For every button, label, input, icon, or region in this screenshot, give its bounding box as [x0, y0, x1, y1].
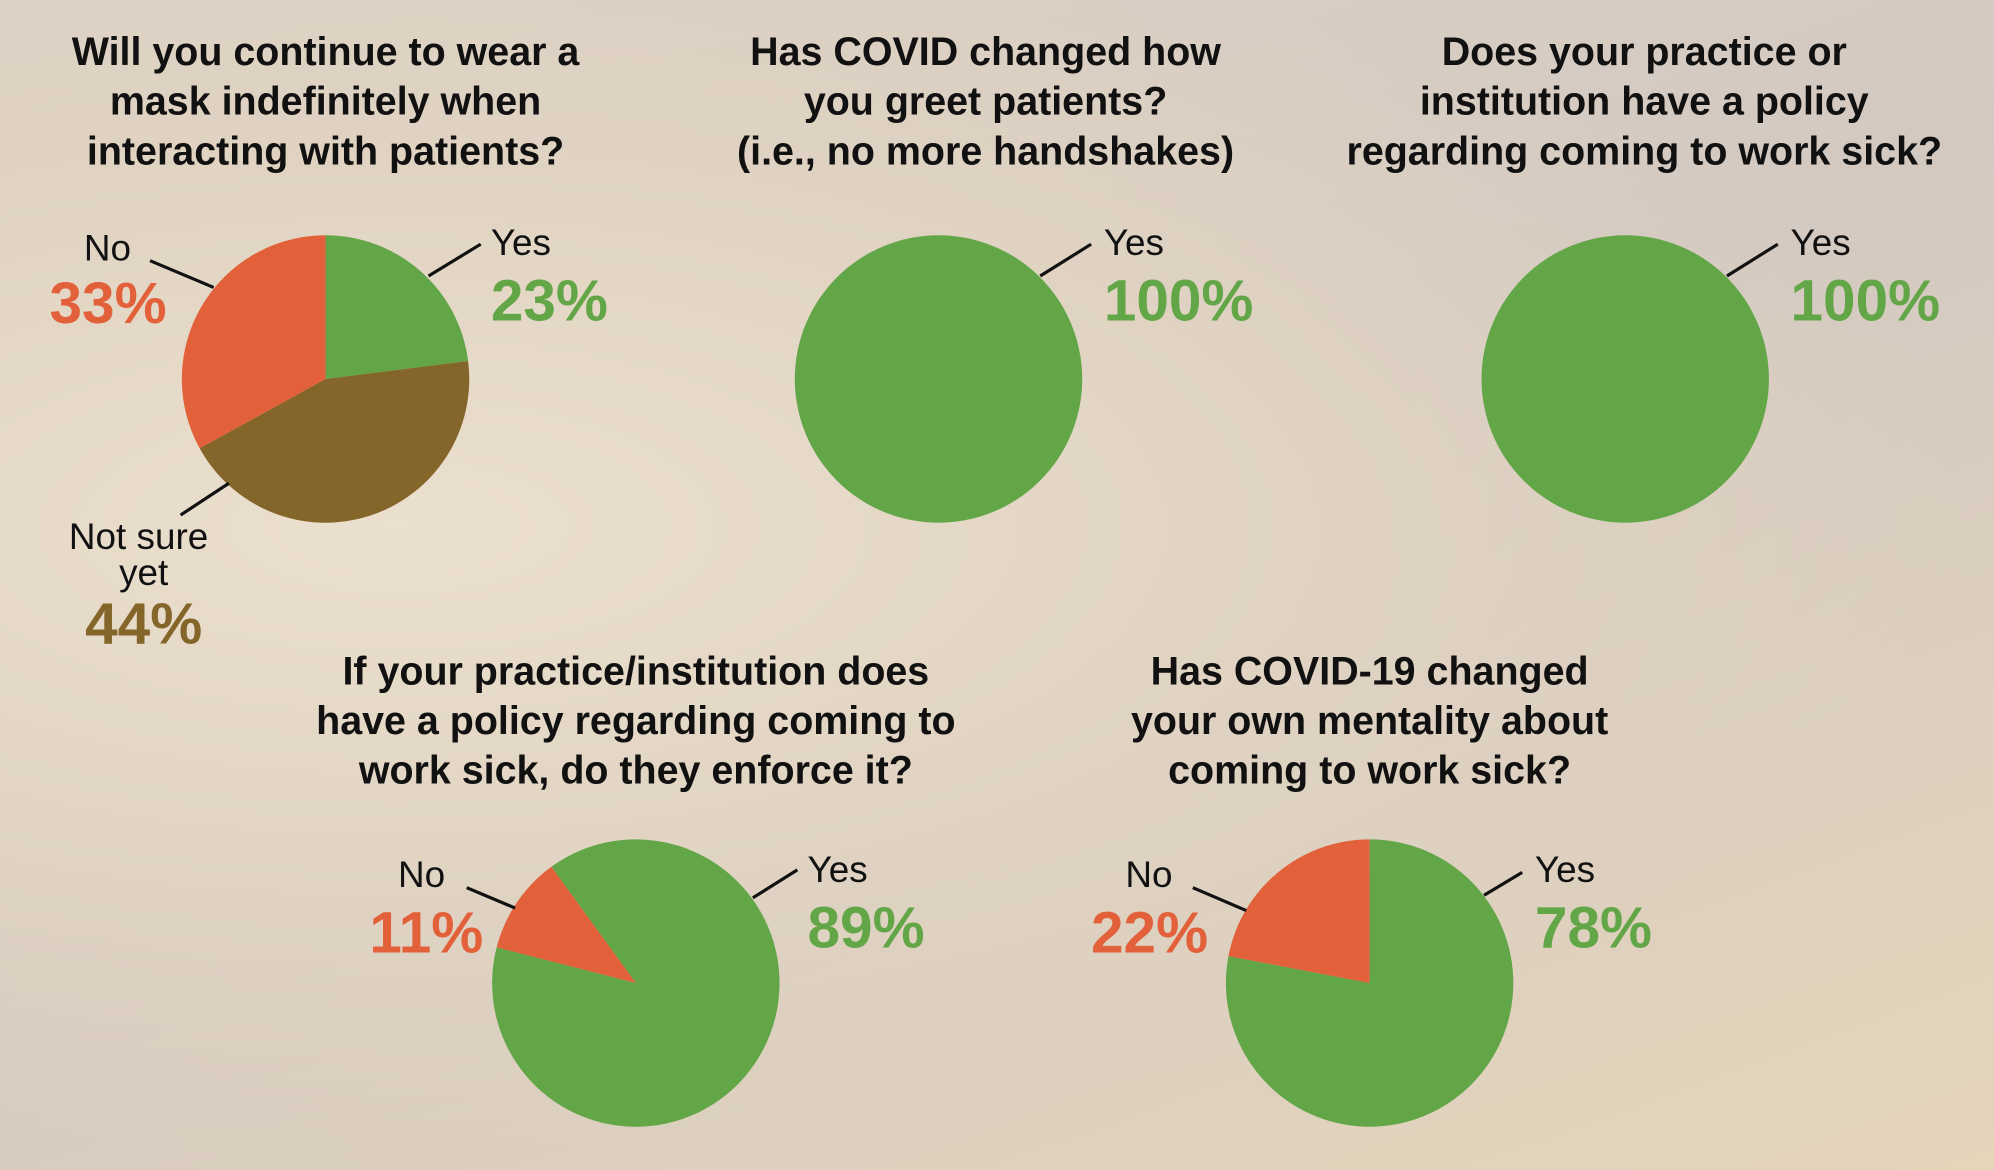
leader-line [466, 886, 516, 910]
value-label: 78% [1535, 896, 1652, 961]
value-label: 100% [1791, 269, 1941, 334]
slice-label: Yes [491, 222, 551, 263]
leader-line [1483, 871, 1524, 897]
pie-chart: If your practice/institution does have a … [316, 649, 956, 1127]
pie-slice [199, 360, 470, 523]
slice-label: Yes [808, 849, 868, 890]
slice-label: Yes [1791, 222, 1851, 263]
leader-line [427, 242, 482, 278]
slice-label: Yes [1535, 849, 1595, 890]
chart-title: Will you continue to wear a [72, 30, 581, 74]
value-label: 23% [491, 269, 608, 334]
value-label: 33% [50, 271, 167, 336]
chart-title: your own mentality about [1131, 699, 1608, 743]
value-label: 22% [1091, 901, 1208, 966]
chart-title: you greet patients? [804, 80, 1167, 124]
chart-title: interacting with patients? [87, 129, 564, 173]
chart-title: If your practice/institution does [342, 649, 929, 693]
leader-line [1192, 886, 1247, 913]
slice-label: Not sure yet [69, 516, 219, 593]
pie-slice [325, 235, 469, 379]
label-line: yet [119, 552, 168, 593]
chart-title: Does your practice or [1442, 30, 1847, 74]
leader-line [751, 868, 799, 900]
pie-slice [794, 235, 1083, 523]
chart-title: Has COVID-19 changed [1151, 649, 1589, 693]
chart-title: (i.e., no more handshakes) [737, 129, 1234, 173]
chart-title: coming to work sick? [1168, 749, 1571, 793]
pie-chart: Does your practice or institution have a … [1346, 30, 1942, 523]
value-label: 100% [1104, 269, 1254, 334]
value-label: 44% [85, 592, 202, 657]
chart-title: have a policy regarding coming to [316, 699, 955, 743]
chart-title: regarding coming to work sick? [1346, 129, 1942, 173]
leader-line [179, 481, 230, 517]
pie-chart: Will you continue to wear a mask indefini… [50, 30, 608, 657]
slice-label: No [84, 227, 131, 268]
value-label: 11% [369, 901, 483, 966]
pie-chart: Has COVID changed how you greet patients?… [737, 30, 1253, 523]
slice-label: No [1125, 854, 1172, 895]
pie-slice [492, 839, 780, 1127]
leader-line [149, 259, 215, 289]
chart-title: work sick, do they enforce it? [358, 749, 913, 793]
leader-line [1039, 242, 1092, 278]
pie-chart: Has COVID-19 changed your own mentality a… [1091, 649, 1652, 1127]
chart-title: mask indefinitely when [110, 80, 541, 124]
pie-slice [1228, 839, 1370, 984]
leader-line [1726, 242, 1779, 278]
label-line: Not sure [69, 516, 219, 557]
pie-slice [496, 866, 636, 984]
pie-slice [181, 235, 326, 449]
chart-title: institution have a policy [1420, 80, 1869, 124]
pie-slice [1481, 235, 1769, 523]
value-label: 89% [808, 896, 925, 961]
slice-label: No [398, 854, 445, 895]
chart-title: Has COVID changed how [750, 30, 1221, 74]
slice-label: Yes [1104, 222, 1164, 263]
